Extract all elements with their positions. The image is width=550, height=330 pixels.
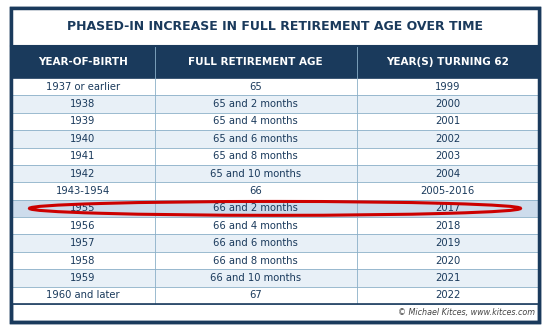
Text: 2000: 2000 <box>435 99 460 109</box>
Bar <box>11 8 539 46</box>
Text: © Michael Kitces, www.kitces.com: © Michael Kitces, www.kitces.com <box>398 309 535 317</box>
Bar <box>11 269 539 287</box>
Text: 2001: 2001 <box>435 116 460 126</box>
Text: 1940: 1940 <box>70 134 96 144</box>
Bar <box>11 78 539 95</box>
Text: 2002: 2002 <box>435 134 460 144</box>
Bar <box>11 148 539 165</box>
Bar <box>11 252 539 269</box>
Text: 2019: 2019 <box>435 238 460 248</box>
Text: 2017: 2017 <box>435 203 460 214</box>
Bar <box>11 200 539 217</box>
Text: 66 and 10 months: 66 and 10 months <box>210 273 301 283</box>
Bar <box>11 234 539 252</box>
Text: 2004: 2004 <box>435 169 460 179</box>
Text: 65 and 8 months: 65 and 8 months <box>213 151 298 161</box>
Text: 2003: 2003 <box>435 151 460 161</box>
Text: 1956: 1956 <box>70 221 96 231</box>
Bar <box>11 287 539 304</box>
Text: 1938: 1938 <box>70 99 96 109</box>
Text: 65 and 4 months: 65 and 4 months <box>213 116 298 126</box>
Text: 1943-1954: 1943-1954 <box>56 186 110 196</box>
Bar <box>11 113 539 130</box>
Bar <box>11 165 539 182</box>
Text: 67: 67 <box>249 290 262 300</box>
Text: 1959: 1959 <box>70 273 96 283</box>
Bar <box>11 130 539 148</box>
Text: 1939: 1939 <box>70 116 96 126</box>
Text: 66 and 4 months: 66 and 4 months <box>213 221 298 231</box>
Text: 1957: 1957 <box>70 238 96 248</box>
Text: 1960 and later: 1960 and later <box>46 290 120 300</box>
Text: YEAR-OF-BIRTH: YEAR-OF-BIRTH <box>38 57 128 67</box>
Text: 65 and 10 months: 65 and 10 months <box>210 169 301 179</box>
Text: 65: 65 <box>249 82 262 92</box>
Text: YEAR(S) TURNING 62: YEAR(S) TURNING 62 <box>386 57 509 67</box>
Text: PHASED-IN INCREASE IN FULL RETIREMENT AGE OVER TIME: PHASED-IN INCREASE IN FULL RETIREMENT AG… <box>67 20 483 34</box>
Text: 65 and 2 months: 65 and 2 months <box>213 99 298 109</box>
Text: 66: 66 <box>249 186 262 196</box>
Bar <box>11 46 539 78</box>
Text: 66 and 8 months: 66 and 8 months <box>213 255 298 266</box>
Text: 2022: 2022 <box>435 290 460 300</box>
Text: FULL RETIREMENT AGE: FULL RETIREMENT AGE <box>189 57 323 67</box>
Text: 66 and 6 months: 66 and 6 months <box>213 238 298 248</box>
Text: 66 and 2 months: 66 and 2 months <box>213 203 298 214</box>
Text: 1941: 1941 <box>70 151 96 161</box>
Text: 1937 or earlier: 1937 or earlier <box>46 82 120 92</box>
Text: 2005-2016: 2005-2016 <box>421 186 475 196</box>
Bar <box>11 95 539 113</box>
Text: 2018: 2018 <box>435 221 460 231</box>
Text: 1942: 1942 <box>70 169 96 179</box>
Text: 65 and 6 months: 65 and 6 months <box>213 134 298 144</box>
Text: 1955: 1955 <box>70 203 96 214</box>
Text: 2020: 2020 <box>435 255 460 266</box>
Bar <box>11 182 539 200</box>
Text: 1958: 1958 <box>70 255 96 266</box>
Bar <box>11 217 539 234</box>
Text: 1999: 1999 <box>435 82 460 92</box>
Text: 2021: 2021 <box>435 273 460 283</box>
